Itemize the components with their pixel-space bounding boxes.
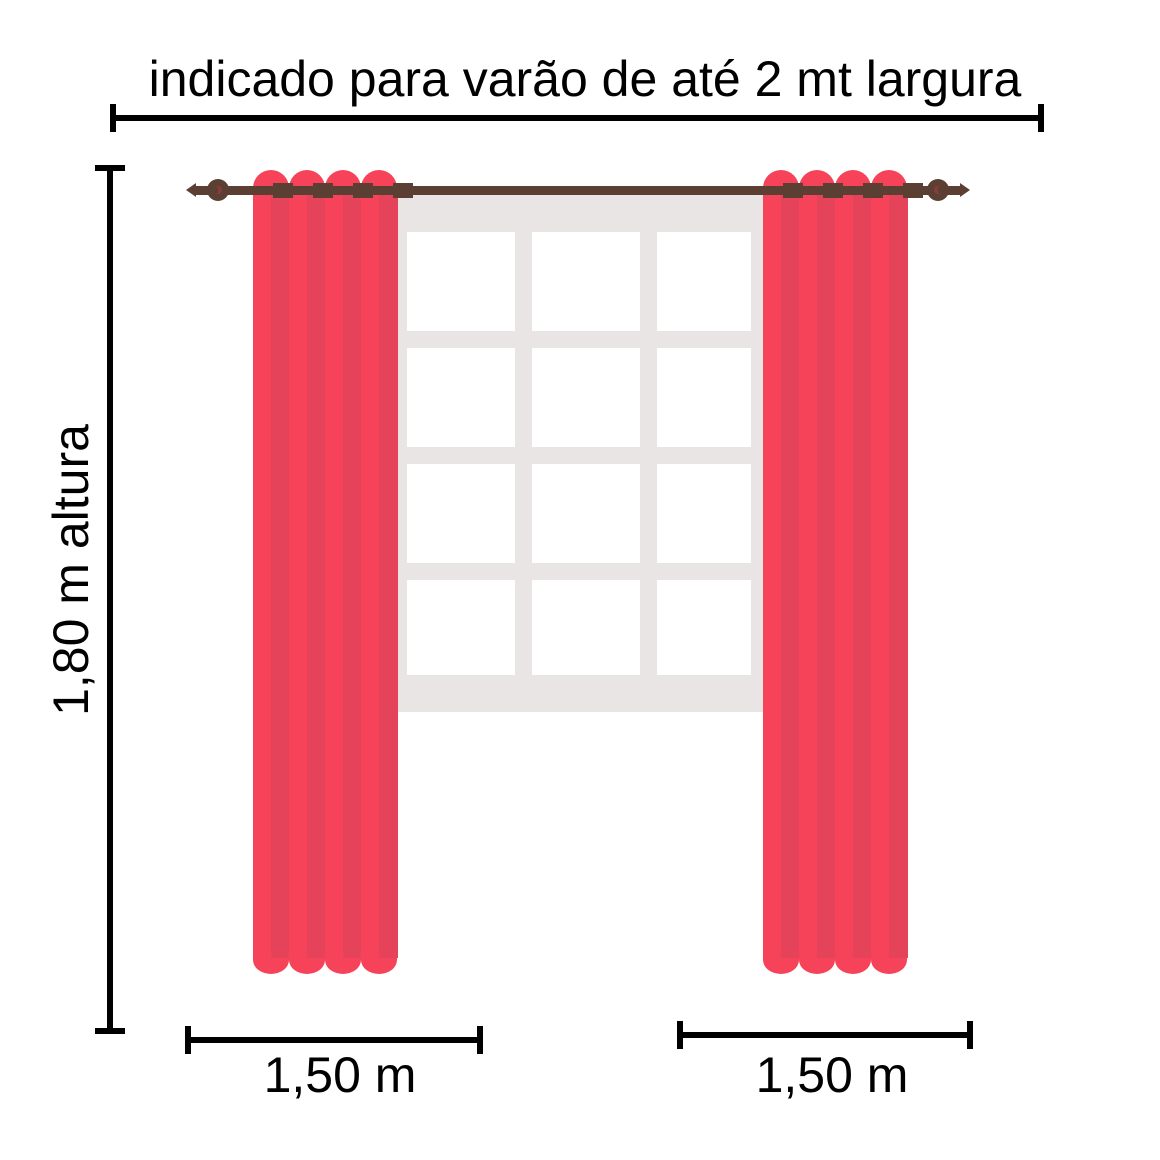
left-panel-dimension-line [185,1026,483,1054]
left-curtain [253,170,398,974]
width-dimension-line [110,104,1044,132]
right-curtain [763,170,908,974]
window-pane [657,232,751,331]
curtain-fold-shade [343,190,362,958]
window-pane [532,348,640,447]
rod-finial-stem [938,187,960,193]
curtain-fold-shade [817,190,836,958]
curtain-ring [783,183,803,198]
curtain-ring [393,183,413,198]
curtain-fold-shade [889,190,908,958]
curtain-fold-shade [307,190,326,958]
curtain-fold-shade [853,190,872,958]
curtain-fold-shade [271,190,290,958]
window-pane [407,232,515,331]
curtain-ring [903,183,923,198]
window-pane [407,464,515,563]
window-pane [532,464,640,563]
curtain-ring [353,183,373,198]
height-label: 1,80 m altura [43,424,99,716]
curtain-ring [863,183,883,198]
right-panel-dimension-line [677,1021,973,1049]
curtain-fold-shade [379,190,398,958]
rod-bar [196,186,962,195]
rod-finial-tip [960,183,970,197]
window [396,195,765,712]
window-pane [407,580,515,675]
rod-finial-tip [186,183,196,197]
window-pane [657,580,751,675]
rod-width-label: indicado para varão de até 2 mt largura [149,51,1022,107]
rod-finial-stem [196,187,218,193]
right-panel-width-label: 1,50 m [756,1047,909,1103]
window-pane [532,232,640,331]
window-pane [657,464,751,563]
window-pane [407,348,515,447]
left-panel-width-label: 1,50 m [264,1047,417,1103]
curtain-ring [823,183,843,198]
curtain-fold-shade [781,190,800,958]
curtain-ring [313,183,333,198]
curtain-rod [186,179,970,201]
window-pane [657,348,751,447]
curtain-ring [273,183,293,198]
window-pane [532,580,640,675]
height-dimension-line [95,165,125,1034]
